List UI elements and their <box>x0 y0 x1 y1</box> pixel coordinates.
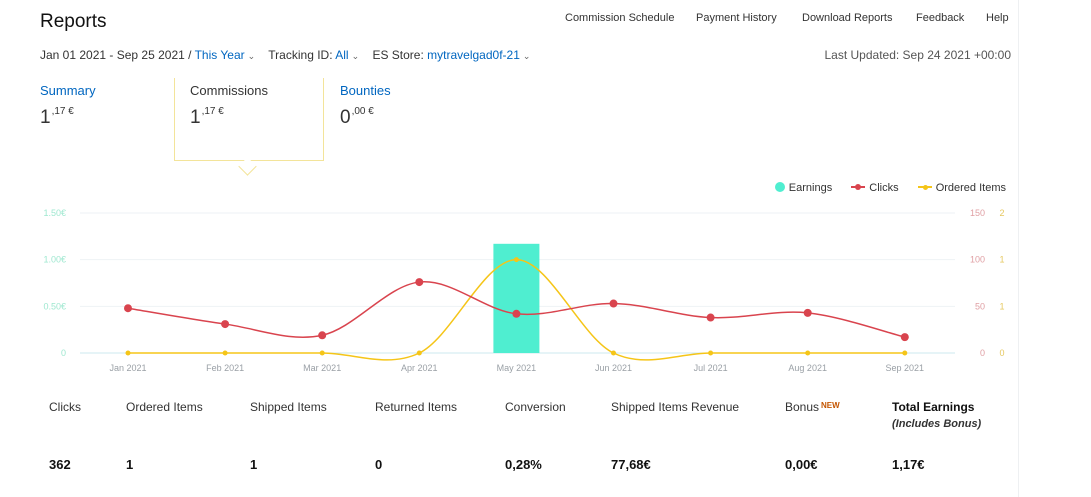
stat-shipped-value: 1 <box>250 457 258 472</box>
page-title: Reports <box>40 11 107 32</box>
tab-summary[interactable]: Summary 1,17 € <box>40 83 96 129</box>
ordered-items-point <box>611 350 616 356</box>
y-right-clicks-tick-label: 100 <box>970 255 985 265</box>
ordered-items-swatch-icon <box>917 184 932 190</box>
new-badge: NEW <box>821 401 840 410</box>
stat-ordered-value: 1 <box>126 457 134 472</box>
nav-download-reports[interactable]: Download Reports <box>802 12 893 24</box>
filter-bar: Jan 01 2021 - Sep 25 2021 / This Year ⌄ T… <box>40 48 540 62</box>
nav-help[interactable]: Help <box>986 12 1009 24</box>
y-left-tick-label: 0.50€ <box>43 301 66 311</box>
clicks-point <box>706 313 715 322</box>
tracking-id-label: Tracking ID: <box>268 48 333 62</box>
clicks-point <box>803 308 812 317</box>
store-label: ES Store: <box>372 48 424 62</box>
y-left-tick-label: 1.00€ <box>43 255 66 265</box>
nav-feedback[interactable]: Feedback <box>916 12 965 24</box>
y-right-ordered-tick-label: 1 <box>999 301 1004 311</box>
chevron-down-icon[interactable]: ⌄ <box>247 51 256 61</box>
clicks-point <box>900 333 909 342</box>
ordered-items-point <box>416 350 422 356</box>
clicks-point <box>221 320 230 329</box>
stat-returned-value: 0 <box>375 457 383 472</box>
stat-total-label: Total Earnings <box>892 400 975 414</box>
y-left-tick-label: 1.50€ <box>43 208 66 218</box>
clicks-point <box>318 331 327 340</box>
stat-total-sub: (Includes Bonus) <box>892 418 982 430</box>
x-tick-label: Jul 2021 <box>694 363 728 373</box>
tab-bounties[interactable]: Bounties 0,00 € <box>340 83 391 129</box>
y-right-clicks-tick-label: 50 <box>975 301 985 311</box>
clicks-point <box>124 304 132 313</box>
y-right-ordered-tick-label: 2 <box>999 208 1004 218</box>
top-nav: Commission Schedule Payment History Down… <box>0 12 1091 28</box>
tab-commissions[interactable]: Commissions 1,17 € <box>190 83 268 129</box>
clicks-point <box>415 278 424 287</box>
summary-amount: 1,17 € <box>40 106 74 128</box>
x-tick-label: Feb 2021 <box>206 363 244 373</box>
last-updated: Last Updated: Sep 24 2021 +00:00 <box>824 48 1012 62</box>
x-tick-label: May 2021 <box>497 363 537 373</box>
ordered-items-point <box>319 350 325 356</box>
bounties-amount: 0,00 € <box>340 106 374 128</box>
x-tick-label: Mar 2021 <box>303 363 341 373</box>
legend-clicks[interactable]: Clicks <box>851 182 899 194</box>
stat-returned-label: Returned Items <box>375 400 458 414</box>
tab-summary-label[interactable]: Summary <box>40 83 96 98</box>
tab-bounties-label[interactable]: Bounties <box>340 83 391 98</box>
ordered-items-point <box>805 350 811 356</box>
chevron-down-icon[interactable]: ⌄ <box>351 51 360 61</box>
commissions-amount: 1,17 € <box>190 106 224 128</box>
x-tick-label: Sep 2021 <box>886 363 925 373</box>
stat-revenue-label: Shipped Items Revenue <box>611 400 740 414</box>
x-tick-label: Jun 2021 <box>595 363 632 373</box>
ordered-items-point <box>513 257 519 263</box>
date-range-text: Jan 01 2021 - Sep 25 2021 / <box>40 48 192 62</box>
stat-conversion-label: Conversion <box>505 400 566 414</box>
y-right-ordered-tick-label: 0 <box>999 348 1004 358</box>
clicks-swatch-icon <box>851 184 866 190</box>
earnings-chart: 0 0 0 0.50€ 50 1 1.00€ 100 1 1.50€ 150 2 Jan 2021 Feb… <box>43 208 1004 373</box>
y-right-ordered-tick-label: 1 <box>999 255 1004 265</box>
x-tick-label: Jan 2021 <box>109 363 146 373</box>
ordered-items-point <box>222 350 228 356</box>
legend-earnings[interactable]: Earnings <box>774 182 832 194</box>
y-left-tick-label: 0 <box>61 348 66 358</box>
date-period-dropdown[interactable]: This Year <box>194 48 245 62</box>
ordered-items-point <box>708 350 714 356</box>
stat-shipped-label: Shipped Items <box>250 400 327 414</box>
stat-bonus-label: Bonus NEW <box>785 400 840 414</box>
stat-conversion-value: 0,28% <box>505 457 542 472</box>
stat-bonus-value: 0,00€ <box>785 457 818 472</box>
earnings-swatch-icon <box>774 182 785 192</box>
chart-legend: Earnings Clicks Ordered Items <box>759 182 1006 194</box>
stat-ordered-label: Ordered Items <box>126 400 203 414</box>
stat-total-value: 1,17€ <box>892 457 925 472</box>
stat-clicks-label: Clicks <box>49 400 81 414</box>
stat-clicks-value: 362 <box>49 457 71 472</box>
clicks-point <box>512 309 521 318</box>
x-tick-label: Aug 2021 <box>788 363 827 373</box>
ordered-items-point <box>125 350 131 356</box>
tab-commissions-label[interactable]: Commissions <box>190 83 269 98</box>
nav-payment-history[interactable]: Payment History <box>696 12 777 24</box>
store-dropdown[interactable]: mytravelgad0f-21 <box>427 48 520 62</box>
clicks-point <box>609 299 618 308</box>
chevron-down-icon[interactable]: ⌄ <box>522 51 531 61</box>
y-right-clicks-tick-label: 150 <box>970 208 985 218</box>
y-right-clicks-tick-label: 0 <box>980 348 985 358</box>
right-divider <box>1018 0 1019 497</box>
ordered-items-point <box>902 350 908 356</box>
tracking-id-dropdown[interactable]: All <box>335 48 349 62</box>
x-tick-label: Apr 2021 <box>401 363 438 373</box>
stat-revenue-value: 77,68€ <box>611 457 651 472</box>
nav-commission-schedule[interactable]: Commission Schedule <box>565 12 675 24</box>
legend-ordered-items[interactable]: Ordered Items <box>917 182 1006 194</box>
